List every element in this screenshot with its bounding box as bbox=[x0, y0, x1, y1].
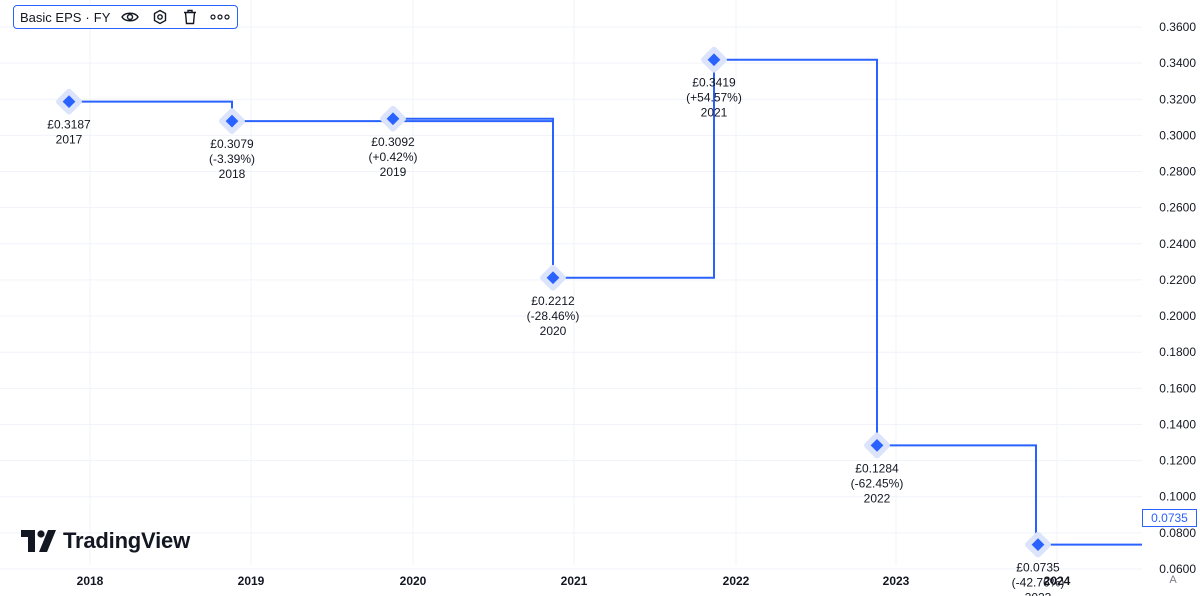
data-label-value: £0.3079 bbox=[210, 137, 254, 151]
data-label-year: 2020 bbox=[540, 324, 567, 338]
y-tick-label: 0.1600 bbox=[1159, 381, 1196, 395]
y-tick-label: 0.0800 bbox=[1159, 526, 1196, 540]
data-label-value: £0.1284 bbox=[855, 461, 899, 475]
data-label-change: (-28.46%) bbox=[527, 309, 580, 323]
data-label-year: 2019 bbox=[380, 165, 407, 179]
data-label-change: (-62.45%) bbox=[851, 476, 904, 490]
x-tick-label: 2018 bbox=[77, 574, 104, 588]
x-tick-label: 2020 bbox=[400, 574, 427, 588]
y-tick-label: 0.2200 bbox=[1159, 273, 1196, 287]
auto-scale-button[interactable]: A bbox=[1169, 574, 1177, 586]
y-tick-label: 0.2600 bbox=[1159, 201, 1196, 215]
x-tick-label: 2019 bbox=[238, 574, 265, 588]
y-tick-label: 0.1000 bbox=[1159, 490, 1196, 504]
data-label-value: £0.2212 bbox=[531, 294, 575, 308]
data-label-year: 2022 bbox=[864, 491, 891, 505]
settings-icon[interactable] bbox=[150, 8, 170, 26]
y-tick-label: 0.2000 bbox=[1159, 309, 1196, 323]
trash-icon[interactable] bbox=[180, 8, 200, 26]
legend-separator: · bbox=[85, 9, 90, 25]
data-point[interactable] bbox=[225, 114, 239, 128]
more-icon[interactable] bbox=[210, 8, 230, 26]
x-tick-label: 2022 bbox=[723, 574, 750, 588]
legend-box[interactable]: Basic EPS · FY bbox=[13, 5, 238, 29]
tradingview-logo-icon bbox=[21, 530, 56, 552]
data-label-year: 2023 bbox=[1025, 591, 1052, 596]
y-tick-label: 0.3400 bbox=[1159, 56, 1196, 70]
y-tick-label: 0.3600 bbox=[1159, 20, 1196, 34]
y-tick-label: 0.3000 bbox=[1159, 128, 1196, 142]
data-label-change: (-3.39%) bbox=[209, 152, 255, 166]
eye-icon[interactable] bbox=[120, 8, 140, 26]
data-label-change: (-42.76%) bbox=[1012, 576, 1065, 590]
y-tick-label: 0.2400 bbox=[1159, 237, 1196, 251]
data-point[interactable] bbox=[386, 112, 400, 126]
y-tick-label: 0.3200 bbox=[1159, 92, 1196, 106]
y-tick-label: 0.1400 bbox=[1159, 417, 1196, 431]
y-tick-label: 0.2800 bbox=[1159, 165, 1196, 179]
x-tick-label: 2024 bbox=[1044, 574, 1071, 588]
data-label-value: £0.0735 bbox=[1016, 561, 1060, 575]
x-tick-label: 2023 bbox=[883, 574, 910, 588]
y-tick-label: 0.0600 bbox=[1159, 562, 1196, 576]
data-label-value: £0.3419 bbox=[692, 76, 736, 90]
x-tick-label: 2021 bbox=[561, 574, 588, 588]
y-tick-label: 0.1200 bbox=[1159, 454, 1196, 468]
data-label-year: 2018 bbox=[219, 167, 246, 181]
legend-title: Basic EPS bbox=[20, 9, 82, 25]
data-label-year: 2021 bbox=[701, 106, 728, 120]
legend-period: FY bbox=[93, 9, 111, 25]
tradingview-logo[interactable]: TradingView bbox=[21, 528, 190, 554]
logo-text: TradingView bbox=[63, 528, 190, 553]
y-tick-label: 0.1800 bbox=[1159, 345, 1196, 359]
data-label-change: (+0.42%) bbox=[368, 150, 417, 164]
data-label-value: £0.3187 bbox=[47, 118, 91, 132]
data-label-value: £0.3092 bbox=[371, 135, 415, 149]
last-value-tag: 0.0735 bbox=[1142, 509, 1197, 527]
data-label-year: 2017 bbox=[56, 133, 83, 147]
data-label-change: (+54.57%) bbox=[686, 91, 742, 105]
